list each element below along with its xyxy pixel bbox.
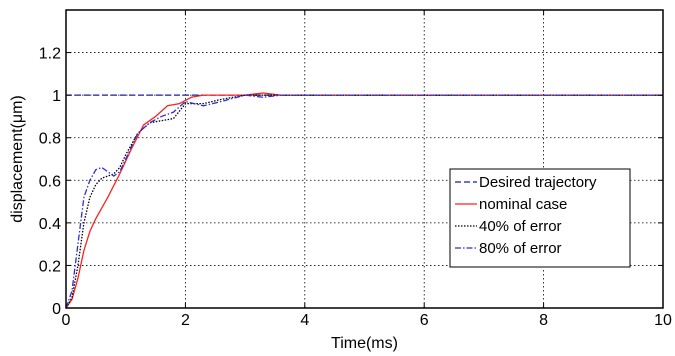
legend: Desired trajectory nominal case 40% of err… xyxy=(449,168,631,268)
legend-label: nominal case xyxy=(479,196,567,213)
series-line-2 xyxy=(65,92,663,309)
x-axis-label: Time(ms) xyxy=(331,335,398,352)
y-tick-label: 1.2 xyxy=(39,46,61,63)
series-line-3 xyxy=(65,94,663,309)
y-tick-label: 0 xyxy=(52,301,61,318)
x-tick-label: 2 xyxy=(181,312,190,329)
y-tick-label: 0.8 xyxy=(39,131,61,148)
legend-label: 80% of error xyxy=(479,240,562,257)
legend-label: 40% of error xyxy=(479,218,562,235)
y-tick-label: 1 xyxy=(52,88,61,105)
legend-label: Desired trajectory xyxy=(479,174,597,191)
x-tick-label: 10 xyxy=(654,312,672,329)
plot-frame xyxy=(65,9,664,309)
legend-box xyxy=(449,168,631,268)
y-tick-label: 0.2 xyxy=(39,258,61,275)
series-lines xyxy=(65,92,663,309)
y-axis-label: displacement(μm) xyxy=(9,95,26,222)
x-tick-label: 6 xyxy=(420,312,429,329)
x-tick-label: 0 xyxy=(62,312,71,329)
y-tick-label: 0.4 xyxy=(39,216,61,233)
x-tick-label: 8 xyxy=(539,312,548,329)
y-tick-label: 0.6 xyxy=(39,173,61,190)
x-tick-label: 4 xyxy=(300,312,309,329)
axis-ticks: 0 2 4 6 8 10 0 0.2 0.4 0.6 0.8 1 1.2 xyxy=(39,10,672,329)
